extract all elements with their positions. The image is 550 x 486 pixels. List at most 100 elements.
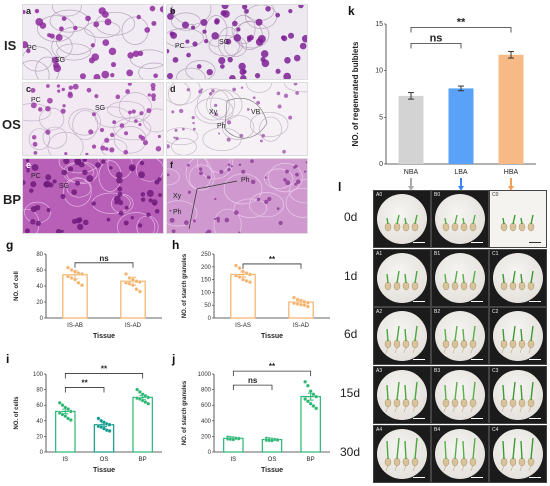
data-point (237, 275, 242, 279)
plate-tag: B1 (434, 251, 441, 257)
starch-granule (152, 202, 157, 206)
root (394, 405, 398, 413)
starch-granule (221, 5, 229, 10)
shoot (520, 217, 523, 225)
starch-granule (204, 39, 209, 44)
shoot (512, 325, 516, 342)
starch-granule (93, 21, 100, 28)
shoot (462, 217, 465, 225)
bulblet-scale (393, 222, 401, 232)
starch-granule (240, 86, 244, 89)
micro-label: Ph (241, 177, 250, 184)
data-point (295, 297, 300, 302)
cell-outline (66, 177, 92, 198)
bulblet-scale (500, 281, 508, 291)
bulblet-scale (411, 339, 419, 349)
bulblet-scale (402, 457, 410, 467)
starch-granule (216, 216, 220, 221)
bulblet-scale (451, 222, 459, 232)
starch-granule (26, 169, 30, 173)
y-tick-label: 40 (36, 419, 43, 425)
plate-photo: A2 (373, 307, 431, 365)
shoot (502, 328, 505, 342)
cell-outline (185, 159, 213, 190)
plate-photo: A0 (373, 190, 431, 248)
petri-dish (493, 370, 543, 420)
starch-granule (170, 9, 175, 14)
x-tick-label: OS (268, 457, 277, 463)
scale-bar (413, 418, 425, 419)
plate-tag: B0 (434, 192, 441, 198)
chart-h: 0 50 100 150 200 250 IS-AS IS-AD ** Tissue NO. of … (182, 252, 330, 340)
bulblet-scale (460, 457, 468, 467)
bulblet-scale (527, 281, 535, 291)
root (412, 464, 416, 472)
micrograph-d: d VB Xy Ph (166, 82, 308, 156)
starch-granule (46, 84, 50, 88)
starch-granule (29, 188, 34, 193)
y-axis-label: NO. of starch granules (182, 253, 188, 318)
y-tick-label: 80 (36, 388, 43, 394)
shoot (520, 384, 523, 401)
shoot (462, 273, 465, 284)
starch-granule (242, 69, 247, 74)
root (461, 464, 465, 472)
root (519, 464, 523, 472)
starch-granule (146, 189, 154, 197)
micrograph-b: b PC SG (166, 4, 308, 80)
y-tick-label: 800 (201, 388, 212, 394)
significance-bracket (74, 262, 134, 268)
y-tick-label: 50 (204, 303, 211, 309)
bulblet-scale (402, 398, 410, 408)
cell-outline (222, 115, 255, 140)
x-tick-label: IS (62, 457, 68, 463)
starch-granule (88, 57, 95, 64)
starch-granule (147, 93, 151, 97)
starch-granule (47, 97, 53, 104)
starch-granule (224, 217, 230, 223)
micrograph-e-image (23, 159, 163, 233)
starch-granule (151, 93, 157, 99)
cell-pattern (167, 159, 307, 233)
starch-granule (186, 52, 191, 58)
starch-granule (102, 39, 110, 47)
plate-tag: C2 (492, 309, 499, 315)
row-label-is: IS (4, 38, 17, 53)
starch-granule (30, 181, 37, 188)
starch-granule (226, 120, 232, 125)
plate-tag: C1 (492, 251, 499, 257)
shoot (454, 437, 458, 460)
starch-granule (295, 91, 299, 95)
scale-bar (413, 242, 425, 243)
cell-outline (264, 168, 294, 189)
day-label: 30d (340, 445, 361, 459)
root (519, 405, 523, 413)
starch-granule (209, 92, 213, 96)
bulblet-scale (411, 457, 419, 467)
starch-granule (115, 171, 123, 179)
cell-outline (167, 127, 199, 146)
starch-granule (78, 161, 85, 168)
bulblet-scale (411, 222, 419, 232)
starch-granule (45, 174, 52, 181)
bulblet-scale (442, 222, 450, 232)
data-point (127, 276, 132, 280)
starch-granule (85, 15, 91, 22)
starch-granule (139, 111, 144, 116)
panel-letter-i: i (6, 352, 10, 366)
root (412, 346, 416, 354)
starch-granule (46, 208, 51, 213)
data-point (138, 280, 142, 284)
shoot (512, 381, 516, 401)
chart-j: 0 200 400 600 800 1000 IS OS BP ns ** Tissue NO. of … (182, 362, 330, 474)
starch-granule (219, 64, 225, 69)
starch-granule (226, 137, 231, 142)
cell-outline (208, 35, 243, 57)
starch-granule (299, 42, 307, 50)
starch-granule (110, 132, 115, 138)
starch-granule (30, 102, 37, 109)
starch-granule (151, 86, 156, 91)
plate-photo: B3 (431, 366, 489, 424)
plantlets (442, 270, 477, 291)
starch-granule (125, 89, 131, 94)
